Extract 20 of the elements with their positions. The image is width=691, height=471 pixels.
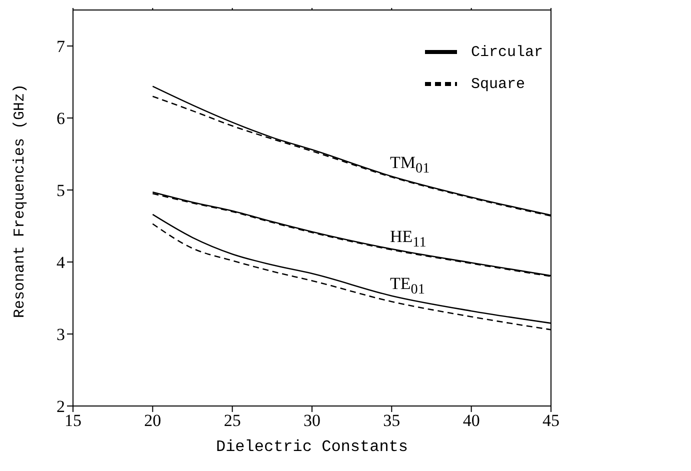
x-tick-label: 30: [303, 411, 320, 430]
y-tick-label: 5: [56, 181, 65, 200]
y-axis-title: Resonant Frequencies (GHz): [11, 84, 28, 318]
annotation: TM$_{01}$: [390, 153, 430, 178]
y-tick-label: 4: [56, 253, 66, 272]
annotation: HE$_{11}$: [390, 227, 426, 252]
legend-label: Square: [470, 76, 525, 93]
y-tick-label: 7: [56, 37, 66, 56]
x-tick-label: 35: [383, 411, 400, 430]
y-tick-label: 6: [56, 109, 65, 128]
annotation: TE$_{01}$: [390, 274, 425, 298]
x-tick-label: 25: [224, 411, 241, 430]
x-axis-title: Dielectric Constants: [216, 438, 408, 456]
legend-label: Circular: [470, 44, 543, 61]
x-tick-label: 45: [542, 411, 560, 430]
x-tick-label: 20: [144, 411, 162, 430]
y-tick-label: 2: [56, 397, 65, 416]
y-tick-label: 3: [56, 325, 65, 344]
x-tick-label: 40: [462, 411, 480, 430]
x-tick-label: 15: [64, 411, 82, 430]
